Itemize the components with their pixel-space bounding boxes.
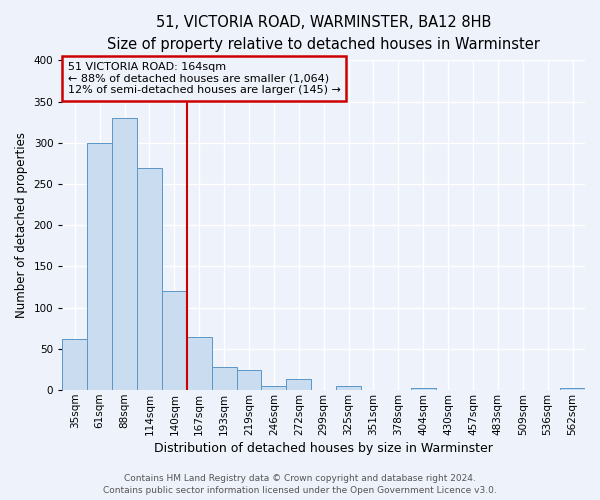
Bar	[236, 370, 262, 390]
Bar	[560, 388, 585, 390]
Bar	[137, 168, 162, 390]
Bar	[87, 143, 112, 390]
Y-axis label: Number of detached properties: Number of detached properties	[15, 132, 28, 318]
Bar	[187, 336, 212, 390]
Bar	[336, 386, 361, 390]
X-axis label: Distribution of detached houses by size in Warminster: Distribution of detached houses by size …	[154, 442, 493, 455]
Text: 51 VICTORIA ROAD: 164sqm
← 88% of detached houses are smaller (1,064)
12% of sem: 51 VICTORIA ROAD: 164sqm ← 88% of detach…	[68, 62, 340, 95]
Text: Contains HM Land Registry data © Crown copyright and database right 2024.
Contai: Contains HM Land Registry data © Crown c…	[103, 474, 497, 495]
Bar	[112, 118, 137, 390]
Bar	[62, 339, 87, 390]
Title: 51, VICTORIA ROAD, WARMINSTER, BA12 8HB
Size of property relative to detached ho: 51, VICTORIA ROAD, WARMINSTER, BA12 8HB …	[107, 15, 540, 52]
Bar	[212, 367, 236, 390]
Bar	[286, 380, 311, 390]
Bar	[411, 388, 436, 390]
Bar	[262, 386, 286, 390]
Bar	[162, 291, 187, 390]
